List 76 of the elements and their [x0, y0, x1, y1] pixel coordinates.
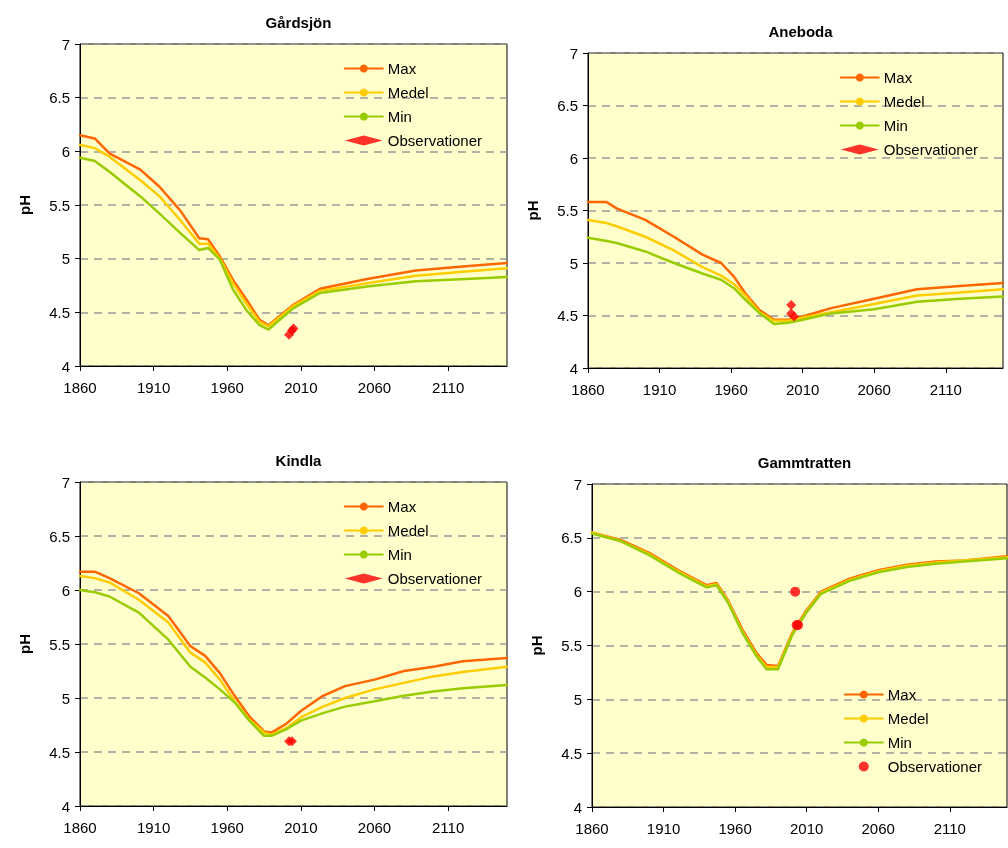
legend-label: Medel [887, 710, 929, 727]
y-tick-label: 4 [573, 798, 582, 816]
y-tick-label: 6.5 [561, 529, 582, 547]
y-tick-label: 5.5 [557, 202, 578, 219]
y-tick-label: 6 [61, 142, 70, 160]
legend-label: Min [387, 108, 412, 125]
legend-label: Max [887, 686, 917, 703]
y-axis-title: pH [16, 195, 33, 215]
y-tick-label: 4.5 [557, 307, 578, 324]
y-axis-title: pH [524, 200, 541, 221]
x-tick-label: 1910 [136, 379, 171, 396]
y-tick-label: 7 [569, 44, 578, 62]
x-tick-label: 2060 [857, 381, 891, 398]
chart-title: Gårdsjön [265, 14, 332, 31]
y-tick-label: 4.5 [49, 743, 70, 761]
legend-label: Medel [883, 93, 925, 110]
x-tick-label: 1910 [136, 819, 171, 836]
chart-title: Gammtratten [757, 454, 852, 471]
y-tick-label: 6 [573, 583, 582, 601]
y-tick-label: 5.5 [561, 637, 582, 654]
x-tick-label: 1960 [210, 379, 244, 396]
legend-label: Observationer [387, 132, 483, 149]
legend-label: Min [387, 546, 412, 563]
x-tick-label: 2010 [785, 381, 820, 398]
x-tick-label: 2110 [431, 379, 465, 396]
y-tick-label: 5 [61, 689, 70, 707]
y-tick-label: 5.5 [49, 635, 70, 653]
y-tick-label: 5.5 [49, 196, 70, 214]
legend-label: Medel [387, 84, 429, 101]
x-tick-label: 1860 [63, 379, 97, 396]
x-tick-label: 1960 [718, 820, 752, 837]
x-tick-label: 2060 [357, 819, 392, 836]
y-tick-label: 5 [569, 254, 578, 272]
y-tick-label: 4 [61, 797, 70, 815]
chart-title: Aneboda [768, 23, 834, 40]
legend-label: Medel [387, 522, 429, 539]
legend-label: Min [883, 117, 908, 134]
x-tick-label: 2060 [861, 820, 895, 837]
y-axis-title: pH [528, 635, 545, 656]
x-tick-label: 2010 [284, 379, 318, 396]
y-axis-title: pH [16, 634, 33, 654]
y-tick-label: 4.5 [561, 744, 582, 762]
legend-label: Observationer [887, 758, 983, 775]
legend-label: Observationer [387, 570, 483, 587]
x-tick-label: 1910 [642, 381, 677, 398]
legend-label: Max [387, 498, 417, 515]
chart-title: Kindla [275, 452, 323, 469]
legend-label: Max [387, 60, 417, 77]
legend-label: Max [883, 69, 913, 86]
y-tick-label: 7 [61, 35, 70, 53]
legend-label: Observationer [883, 141, 979, 158]
y-tick-label: 4.5 [49, 303, 70, 321]
x-tick-label: 2010 [284, 819, 318, 836]
y-tick-label: 7 [573, 475, 582, 493]
x-tick-label: 2060 [357, 379, 392, 396]
y-tick-label: 6.5 [49, 89, 70, 107]
x-tick-label: 1860 [63, 819, 97, 836]
x-tick-label: 1860 [575, 820, 609, 837]
x-tick-label: 2110 [929, 381, 962, 398]
y-tick-label: 6 [569, 149, 578, 167]
y-tick-label: 5 [573, 690, 582, 708]
y-tick-label: 7 [61, 473, 70, 491]
x-tick-label: 1860 [571, 381, 605, 398]
x-tick-label: 1960 [714, 381, 748, 398]
y-tick-label: 4 [61, 357, 70, 375]
x-tick-label: 2110 [933, 820, 966, 837]
x-tick-label: 2010 [789, 820, 824, 837]
y-tick-label: 5 [61, 250, 70, 268]
y-tick-label: 4 [569, 359, 578, 377]
x-tick-label: 1910 [646, 820, 681, 837]
x-tick-label: 1960 [210, 819, 244, 836]
x-tick-label: 2110 [431, 819, 465, 836]
y-tick-label: 6.5 [49, 527, 70, 545]
y-tick-label: 6 [61, 581, 70, 599]
legend-label: Min [887, 734, 912, 751]
y-tick-label: 6.5 [557, 97, 578, 114]
